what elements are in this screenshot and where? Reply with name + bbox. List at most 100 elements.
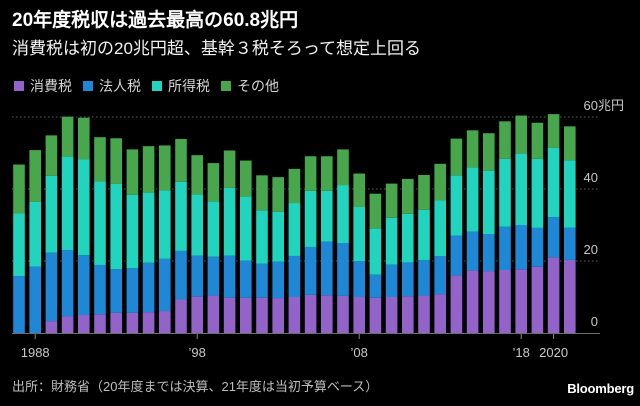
bar-income-tax-2007 xyxy=(337,185,349,243)
bar-consumption-tax-2008 xyxy=(353,297,365,333)
bar-corporate-tax-2017 xyxy=(499,226,511,270)
bar-consumption-tax-1996 xyxy=(159,311,171,333)
bar-stack-1994 xyxy=(126,149,139,333)
legend-item-other-tax: その他 xyxy=(221,77,279,95)
legend-item-income-tax: 所得税 xyxy=(152,77,210,95)
x-axis: 1988 ’98 ’08 ’18 2020 xyxy=(21,334,568,360)
bar-other-tax-1997 xyxy=(175,138,187,182)
bar-consumption-tax-2016 xyxy=(483,271,495,333)
chart-title: 20年度税収は過去最高の60.8兆円 xyxy=(12,10,299,31)
bar-stack-2002 xyxy=(256,175,268,333)
x-tick-label-2018: ’18 xyxy=(513,345,530,360)
bar-income-tax-2018 xyxy=(515,153,527,225)
bar-income-tax-1989 xyxy=(45,175,58,253)
legend-label-corporate-tax: 法人税 xyxy=(99,78,141,94)
bar-other-tax-1996 xyxy=(159,145,171,191)
bar-stack-1998 xyxy=(191,155,203,333)
x-tick-label-1988: 1988 xyxy=(21,345,50,360)
bar-other-tax-2000 xyxy=(223,150,236,188)
bar-income-tax-1987 xyxy=(13,213,25,277)
bar-consumption-tax-2000 xyxy=(223,297,236,333)
legend-swatch-other-tax xyxy=(221,81,231,91)
bar-corporate-tax-2014 xyxy=(450,235,463,276)
bar-consumption-tax-2002 xyxy=(256,297,268,333)
bar-other-tax-2018 xyxy=(515,115,527,154)
y-tick-label-40: 40 xyxy=(584,170,598,185)
bar-corporate-tax-2015 xyxy=(466,231,479,271)
bar-income-tax-2008 xyxy=(353,207,365,261)
bar-other-tax-1993 xyxy=(110,138,122,184)
bar-consumption-tax-2005 xyxy=(304,294,317,333)
bar-income-tax-2006 xyxy=(321,190,333,242)
bar-consumption-tax-1990 xyxy=(61,316,74,333)
bar-income-tax-1992 xyxy=(94,181,106,265)
bar-corporate-tax-2021 xyxy=(564,227,576,260)
bar-corporate-tax-2009 xyxy=(369,274,382,298)
bar-income-tax-2014 xyxy=(450,175,463,236)
bar-consumption-tax-2003 xyxy=(272,298,284,333)
bar-other-tax-2014 xyxy=(450,138,463,176)
legend-label-income-tax: 所得税 xyxy=(168,78,210,94)
bar-stack-1993 xyxy=(110,138,122,333)
bar-corporate-tax-2002 xyxy=(256,263,268,298)
bar-corporate-tax-1991 xyxy=(78,255,90,315)
legend-swatch-income-tax xyxy=(152,81,162,91)
y-tick-label-20: 20 xyxy=(584,242,598,257)
bar-corporate-tax-1997 xyxy=(175,250,187,300)
source-note: 出所：財務省（20年度までは決算、21年度は当初予算ベース） xyxy=(12,379,379,394)
bloomberg-logo: Bloomberg xyxy=(567,381,634,396)
bar-stack-2000 xyxy=(223,150,236,333)
bar-stack-1999 xyxy=(207,163,220,333)
bar-income-tax-2011 xyxy=(402,213,414,263)
bar-consumption-tax-2004 xyxy=(288,297,301,333)
bar-income-tax-2017 xyxy=(499,158,511,227)
bar-corporate-tax-1996 xyxy=(159,258,171,312)
bar-other-tax-1992 xyxy=(94,137,106,182)
bar-income-tax-2010 xyxy=(385,217,398,265)
bar-stack-2019 xyxy=(531,122,544,333)
bar-corporate-tax-1998 xyxy=(191,255,203,297)
bar-income-tax-2013 xyxy=(434,200,446,257)
bar-stack-2013 xyxy=(434,163,446,333)
bar-consumption-tax-2015 xyxy=(466,270,479,333)
bar-other-tax-2012 xyxy=(418,174,430,210)
bar-stack-2016 xyxy=(483,133,495,333)
bars xyxy=(13,114,576,333)
bar-other-tax-2006 xyxy=(321,156,333,191)
legend-swatch-corporate-tax xyxy=(83,81,93,91)
legend-label-consumption-tax: 消費税 xyxy=(30,78,72,94)
bar-income-tax-2019 xyxy=(531,158,544,228)
bar-corporate-tax-2020 xyxy=(547,217,560,258)
bar-corporate-tax-2019 xyxy=(531,227,544,267)
bar-corporate-tax-2016 xyxy=(483,234,495,272)
bar-other-tax-2020 xyxy=(547,114,560,148)
bar-stack-2017 xyxy=(499,121,511,333)
bar-income-tax-2004 xyxy=(288,203,301,256)
bar-other-tax-1988 xyxy=(29,150,41,202)
bar-other-tax-2009 xyxy=(369,193,382,229)
bar-other-tax-1994 xyxy=(126,149,139,195)
bar-other-tax-2015 xyxy=(466,130,479,168)
bar-consumption-tax-2021 xyxy=(564,259,576,333)
bar-other-tax-1995 xyxy=(142,146,155,193)
bar-consumption-tax-1994 xyxy=(126,312,139,333)
bar-corporate-tax-1990 xyxy=(61,250,74,317)
bar-income-tax-1998 xyxy=(191,194,203,256)
bar-consumption-tax-2011 xyxy=(402,296,414,333)
bar-income-tax-2015 xyxy=(466,167,479,232)
y-axis-labels: 0 20 40 60 兆円 xyxy=(584,98,624,329)
bar-stack-1995 xyxy=(142,146,155,333)
bar-other-tax-2005 xyxy=(304,156,317,191)
bar-other-tax-2004 xyxy=(288,168,301,204)
bar-consumption-tax-1995 xyxy=(142,312,155,333)
bar-corporate-tax-2000 xyxy=(223,255,236,298)
bar-corporate-tax-2013 xyxy=(434,256,446,295)
bar-income-tax-1996 xyxy=(159,190,171,259)
bar-corporate-tax-2005 xyxy=(304,246,317,295)
bar-income-tax-1999 xyxy=(207,201,220,257)
bar-corporate-tax-1987 xyxy=(13,276,25,333)
bar-stack-2008 xyxy=(353,173,365,333)
x-tick-label-1998: ’98 xyxy=(189,345,206,360)
bar-consumption-tax-1991 xyxy=(78,315,90,333)
